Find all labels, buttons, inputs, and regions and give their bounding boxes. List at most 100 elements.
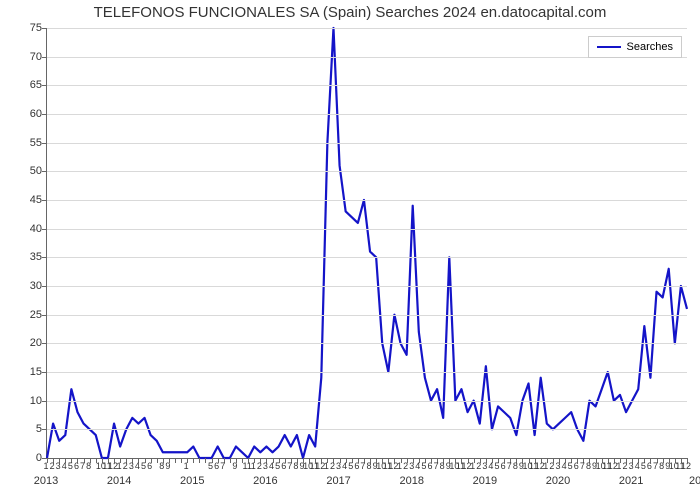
- xtick-month-label: 3: [629, 461, 634, 471]
- ytick-label: 75: [6, 22, 42, 34]
- ytick-label: 70: [6, 51, 42, 63]
- xtick-month-label: 4: [635, 461, 640, 471]
- xtick-month-label: 5: [208, 461, 213, 471]
- legend-label: Searches: [627, 41, 673, 53]
- xtick-month-label: 4: [488, 461, 493, 471]
- xtick-month-label: 2: [549, 461, 554, 471]
- xtick-month-label: 7: [220, 461, 225, 471]
- xtick-year-label: 202: [689, 475, 700, 487]
- xtick-mark: [193, 458, 194, 463]
- xtick-month-label: 7: [360, 461, 365, 471]
- gridline: [47, 257, 687, 258]
- xtick-month-label: 5: [421, 461, 426, 471]
- xtick-month-label: 6: [281, 461, 286, 471]
- ytick-mark: [42, 229, 47, 230]
- xtick-mark: [230, 458, 231, 463]
- xtick-month-label: 7: [507, 461, 512, 471]
- gridline: [47, 315, 687, 316]
- ytick-label: 40: [6, 223, 42, 235]
- ytick-mark: [42, 171, 47, 172]
- gridline: [47, 401, 687, 402]
- gridline: [47, 343, 687, 344]
- ytick-mark: [42, 401, 47, 402]
- xtick-month-label: 8: [86, 461, 91, 471]
- xtick-month-label: 8: [659, 461, 664, 471]
- xtick-mark: [175, 458, 176, 463]
- xtick-month-label: 1: [470, 461, 475, 471]
- gridline: [47, 286, 687, 287]
- ytick-label: 50: [6, 165, 42, 177]
- gridline: [47, 85, 687, 86]
- gridline: [47, 171, 687, 172]
- series-path: [47, 28, 687, 458]
- ytick-label: 0: [6, 452, 42, 464]
- ytick-mark: [42, 257, 47, 258]
- xtick-year-label: 2019: [473, 475, 497, 487]
- xtick-month-label: 8: [513, 461, 518, 471]
- xtick-month-label: 7: [434, 461, 439, 471]
- xtick-month-label: 4: [562, 461, 567, 471]
- xtick-month-label: 4: [415, 461, 420, 471]
- xtick-month-label: 2: [50, 461, 55, 471]
- line-chart: TELEFONOS FUNCIONALES SA (Spain) Searche…: [0, 0, 700, 500]
- xtick-month-label: 8: [367, 461, 372, 471]
- xtick-month-label: 5: [348, 461, 353, 471]
- gridline: [47, 28, 687, 29]
- xtick-month-label: 1: [184, 461, 189, 471]
- ytick-label: 65: [6, 79, 42, 91]
- xtick-month-label: 4: [269, 461, 274, 471]
- xtick-year-label: 2014: [107, 475, 131, 487]
- ytick-label: 25: [6, 309, 42, 321]
- xtick-month-label: 2: [330, 461, 335, 471]
- xtick-month-label: 1: [397, 461, 402, 471]
- xtick-month-label: 6: [427, 461, 432, 471]
- xtick-month-label: 3: [129, 461, 134, 471]
- xtick-year-label: 2016: [253, 475, 277, 487]
- xtick-month-label: 12: [681, 461, 691, 471]
- ytick-mark: [42, 114, 47, 115]
- xtick-month-label: 9: [165, 461, 170, 471]
- legend-swatch: [597, 46, 621, 48]
- xtick-month-label: 3: [336, 461, 341, 471]
- xtick-month-label: 5: [568, 461, 573, 471]
- xtick-mark: [157, 458, 158, 463]
- gridline: [47, 200, 687, 201]
- xtick-month-label: 5: [68, 461, 73, 471]
- ytick-label: 35: [6, 251, 42, 263]
- xtick-month-label: 2: [123, 461, 128, 471]
- xtick-month-label: 5: [641, 461, 646, 471]
- xtick-month-label: 6: [147, 461, 152, 471]
- xtick-month-label: 4: [135, 461, 140, 471]
- xtick-month-label: 8: [293, 461, 298, 471]
- xtick-month-label: 1: [543, 461, 548, 471]
- ytick-mark: [42, 28, 47, 29]
- xtick-month-label: 1: [43, 461, 48, 471]
- xtick-month-label: 7: [80, 461, 85, 471]
- xtick-month-label: 6: [354, 461, 359, 471]
- ytick-mark: [42, 429, 47, 430]
- series-line: [47, 28, 687, 458]
- xtick-year-label: 2021: [619, 475, 643, 487]
- xtick-month-label: 3: [409, 461, 414, 471]
- xtick-month-label: 3: [56, 461, 61, 471]
- xtick-month-label: 7: [580, 461, 585, 471]
- ytick-label: 45: [6, 194, 42, 206]
- xtick-year-label: 2020: [546, 475, 570, 487]
- ytick-mark: [42, 315, 47, 316]
- xtick-month-label: 5: [275, 461, 280, 471]
- ytick-mark: [42, 200, 47, 201]
- xtick-month-label: 9: [232, 461, 237, 471]
- xtick-month-label: 5: [141, 461, 146, 471]
- xtick-month-label: 1: [324, 461, 329, 471]
- xtick-month-label: 6: [74, 461, 79, 471]
- xtick-year-label: 2013: [34, 475, 58, 487]
- xtick-month-label: 4: [62, 461, 67, 471]
- xtick-month-label: 8: [586, 461, 591, 471]
- xtick-month-label: 8: [440, 461, 445, 471]
- ytick-label: 55: [6, 137, 42, 149]
- ytick-label: 10: [6, 395, 42, 407]
- xtick-month-label: 2: [623, 461, 628, 471]
- xtick-month-label: 4: [342, 461, 347, 471]
- xtick-month-label: 8: [159, 461, 164, 471]
- xtick-month-label: 7: [287, 461, 292, 471]
